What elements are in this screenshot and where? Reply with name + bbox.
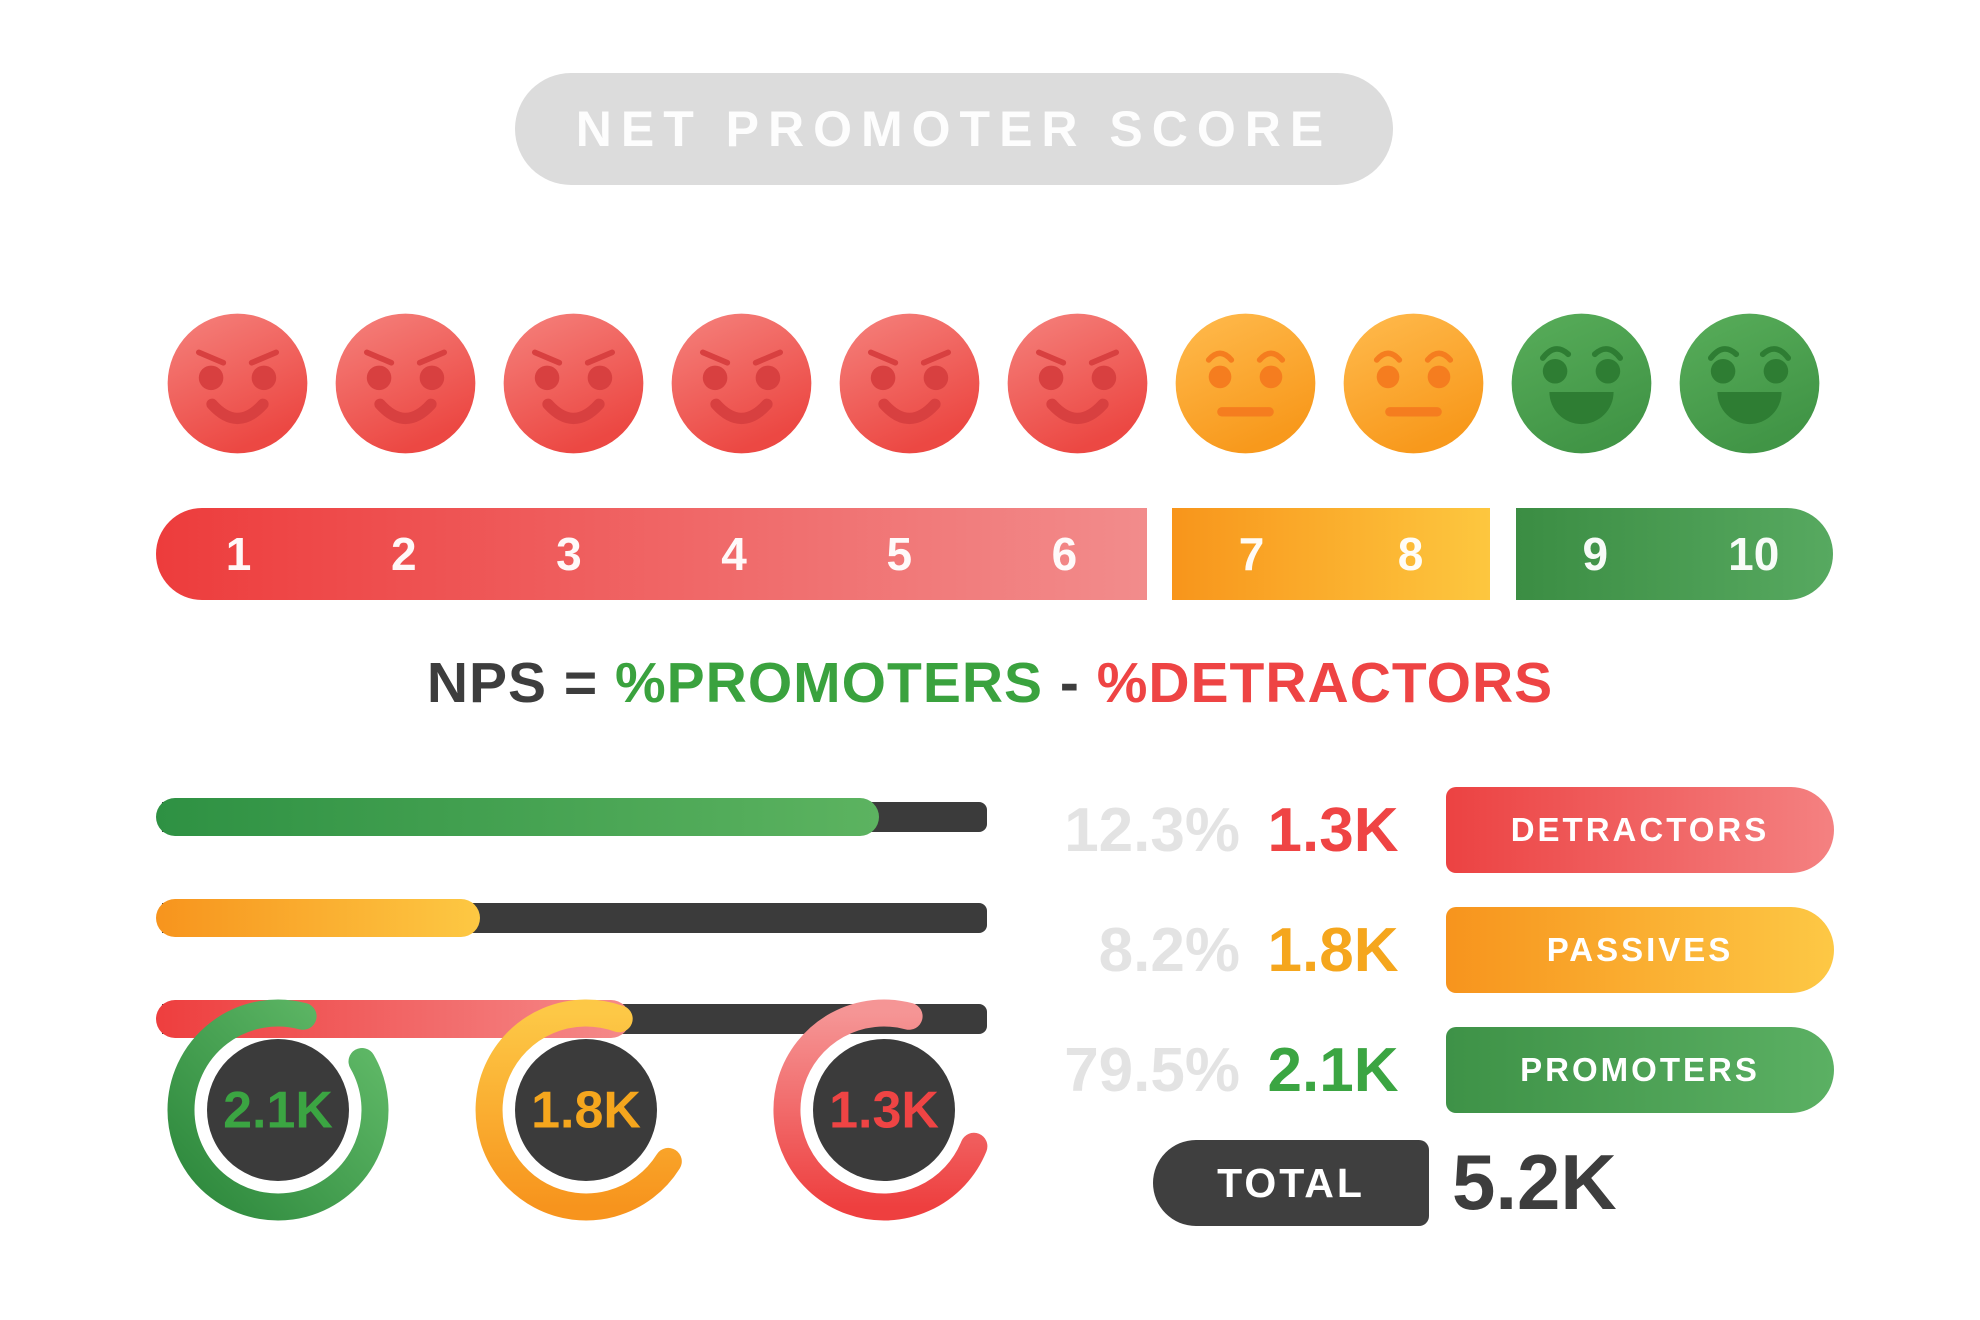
face-score-9-happy bbox=[1497, 306, 1665, 460]
scale-number-9: 9 bbox=[1582, 528, 1609, 580]
scale-segment-promoters: 9 10 bbox=[1516, 508, 1833, 600]
angry-face-icon bbox=[839, 313, 979, 453]
ring-chart-passives: 1.8K bbox=[461, 985, 711, 1235]
faces-row bbox=[153, 306, 1833, 460]
face-score-4-angry bbox=[657, 306, 825, 460]
percent-label: 12.3% bbox=[1064, 795, 1240, 865]
scale-number-5: 5 bbox=[886, 528, 913, 580]
scale-segment-detractors: 1 2 3 4 5 6 bbox=[156, 508, 1147, 600]
scale-number-2: 2 bbox=[390, 528, 417, 580]
count-label: 1.8K bbox=[1267, 915, 1399, 985]
bar-fill-promoters bbox=[156, 798, 879, 836]
neutral-face-icon bbox=[1343, 313, 1483, 453]
formula-part-2: - bbox=[1043, 651, 1097, 715]
scale-number-8: 8 bbox=[1397, 528, 1424, 580]
formula-part-0: NPS = bbox=[426, 651, 615, 715]
percent-label: 8.2% bbox=[1098, 915, 1240, 985]
category-pill-detractors: DETRACTORS bbox=[1446, 787, 1834, 873]
total-pill: TOTAL bbox=[1153, 1140, 1429, 1226]
ring-value: 1.8K bbox=[531, 1082, 641, 1140]
face-score-1-angry bbox=[153, 306, 321, 460]
happy-face-icon bbox=[1679, 313, 1819, 453]
category-pill-promoters: PROMOTERS bbox=[1446, 1027, 1834, 1113]
total-label: TOTAL bbox=[1217, 1159, 1365, 1206]
face-score-3-angry bbox=[489, 306, 657, 460]
category-pill-label: DETRACTORS bbox=[1510, 811, 1770, 848]
bar-fill-passives bbox=[156, 899, 481, 937]
angry-face-icon bbox=[167, 313, 307, 453]
category-pill-passives: PASSIVES bbox=[1446, 907, 1834, 993]
happy-face-icon bbox=[1511, 313, 1651, 453]
scale-number-4: 4 bbox=[721, 528, 747, 580]
legend-row-promoters: 79.5% 2.1K PROMOTERS bbox=[1030, 1027, 1834, 1113]
progress-bar-passives bbox=[156, 899, 987, 937]
angry-face-icon bbox=[1007, 313, 1147, 453]
rings-row: 2.1K 1.8K 1.3K bbox=[0, 985, 1980, 1235]
face-score-10-happy bbox=[1665, 306, 1833, 460]
legend-row-passives: 8.2% 1.8K PASSIVES bbox=[1030, 907, 1834, 993]
donut-passives: 1.8K bbox=[475, 999, 682, 1221]
nps-formula: NPS = %PROMOTERS - %DETRACTORS bbox=[0, 650, 1980, 716]
face-score-8-neutral bbox=[1329, 306, 1497, 460]
legend: 12.3% 1.3K DETRACTORS 8.2% 1.8K PASSIVES 79.5%… bbox=[1030, 787, 1834, 1147]
percent-label: 79.5% bbox=[1064, 1035, 1240, 1105]
ring-value: 2.1K bbox=[223, 1082, 333, 1140]
formula-part-1: %PROMOTERS bbox=[614, 651, 1044, 715]
scale-number-6: 6 bbox=[1051, 528, 1078, 580]
ring-chart-detractors: 1.3K bbox=[759, 985, 1009, 1235]
scale-number-10: 10 bbox=[1728, 528, 1780, 580]
count-label: 1.3K bbox=[1267, 795, 1399, 865]
scale-bar: 1 2 3 4 5 6 7 8 9 10 bbox=[156, 508, 1833, 600]
legend-row-detractors: 12.3% 1.3K DETRACTORS bbox=[1030, 787, 1834, 873]
ring-chart-promoters: 2.1K bbox=[153, 985, 403, 1235]
category-pill-label: PASSIVES bbox=[1546, 931, 1734, 968]
face-score-6-angry bbox=[993, 306, 1161, 460]
scale-number-7: 7 bbox=[1238, 528, 1265, 580]
scale-number-1: 1 bbox=[225, 528, 252, 580]
title-pill: NET PROMOTER SCORE bbox=[515, 73, 1393, 185]
category-pill-label: PROMOTERS bbox=[1520, 1051, 1760, 1088]
face-score-2-angry bbox=[321, 306, 489, 460]
angry-face-icon bbox=[335, 313, 475, 453]
formula-part-3: %DETRACTORS bbox=[1096, 651, 1554, 715]
neutral-face-icon bbox=[1175, 313, 1315, 453]
ring-value: 1.3K bbox=[829, 1082, 939, 1140]
page-title: NET PROMOTER SCORE bbox=[575, 101, 1333, 157]
face-score-7-neutral bbox=[1161, 306, 1329, 460]
angry-face-icon bbox=[671, 313, 811, 453]
donut-detractors: 1.3K bbox=[773, 999, 988, 1221]
progress-bar-promoters bbox=[156, 798, 987, 836]
donut-promoters: 2.1K bbox=[167, 999, 389, 1221]
face-score-5-angry bbox=[825, 306, 993, 460]
scale-number-3: 3 bbox=[556, 528, 582, 580]
count-label: 2.1K bbox=[1267, 1035, 1399, 1105]
total-value: 5.2K bbox=[1452, 1137, 1617, 1226]
angry-face-icon bbox=[503, 313, 643, 453]
